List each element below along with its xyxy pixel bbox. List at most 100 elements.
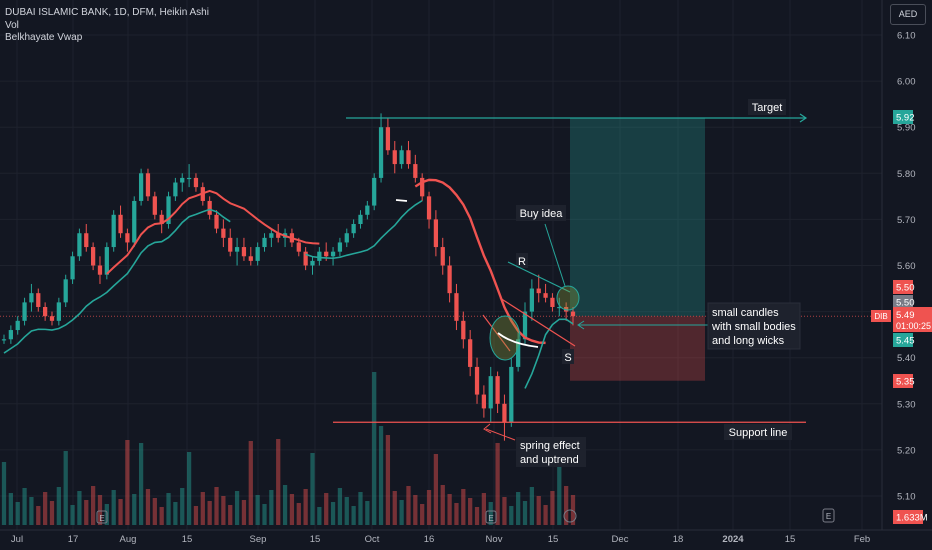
volume-bar [433, 454, 439, 525]
spring-label-line2: and uptrend [520, 454, 579, 466]
time-tick: Feb [854, 534, 870, 545]
candle-body [84, 233, 89, 248]
volume-bar [214, 487, 219, 525]
vwap-indicator-label[interactable]: Belkhayate Vwap [5, 32, 83, 43]
volume-bar [269, 490, 274, 525]
vwap-red [106, 189, 320, 275]
candle-body [49, 316, 55, 321]
volume-bar [570, 495, 576, 525]
small-candles-line2: with small bodies [711, 321, 796, 333]
volume-bar [461, 489, 466, 525]
candle-body [433, 219, 439, 248]
volume-indicator-label[interactable]: Vol [5, 19, 19, 31]
candle-body [207, 200, 212, 215]
candle-body [570, 311, 576, 317]
volume-bar [111, 490, 116, 525]
price-tag [893, 280, 913, 294]
volume-bar [207, 501, 212, 525]
volume-bar [365, 501, 370, 525]
volume-bar [36, 506, 41, 525]
volume-bar [372, 372, 377, 525]
candle-body [118, 214, 123, 234]
candle-body [502, 403, 507, 423]
volume-bar [420, 504, 425, 525]
time-tick: 2024 [722, 534, 744, 545]
position-zones [0, 117, 882, 381]
candle-body [70, 256, 75, 280]
spring-arrow [485, 428, 516, 441]
volume-bar [97, 495, 103, 525]
price-tick: 5.40 [897, 353, 916, 364]
candle-body [43, 306, 48, 317]
candle-body [454, 293, 459, 321]
volume-bar [296, 503, 301, 525]
candle-body [262, 237, 267, 248]
price-tag [893, 333, 913, 347]
last-price-tag [893, 307, 932, 332]
candle-body [557, 306, 562, 309]
volume-bar [255, 495, 260, 525]
event-marker [485, 510, 497, 524]
volume-bar [330, 502, 336, 525]
candle-body [97, 265, 103, 275]
volume-bar [159, 507, 164, 525]
candle-body [1, 339, 7, 341]
event-marker-letter: E [99, 514, 104, 523]
candle-body [509, 366, 514, 423]
target-label: Target [752, 102, 783, 114]
volume-bar [186, 452, 192, 525]
price-tick: 6.00 [897, 77, 916, 88]
price-tick: 5.10 [897, 492, 916, 503]
candle-body [29, 293, 34, 303]
price-tag-label: 5.45 [896, 336, 915, 347]
buy-circle [556, 285, 580, 311]
price-axis-bg [882, 0, 932, 530]
candle-body [152, 196, 157, 215]
volume-bar [77, 491, 82, 525]
white-curve [395, 199, 408, 202]
currency-button[interactable]: AED [890, 4, 926, 25]
volume-bar [145, 489, 151, 525]
volume-bar [276, 439, 281, 525]
small-candles-line1: small candles [712, 307, 779, 319]
volume-bar [324, 493, 329, 525]
price-tag [893, 510, 923, 524]
candle-body [392, 150, 397, 165]
candle-body [461, 320, 466, 340]
time-axis: Jul 17 Aug 15 Sep 15 Oct 16 Nov 15 Dec 18 2024 15 Feb [0, 529, 932, 550]
candle-body [324, 251, 329, 257]
time-axis-bg [0, 530, 932, 550]
r-label: R [518, 256, 526, 268]
event-marker-letter: E [826, 512, 831, 521]
candle-body [337, 242, 343, 252]
dividend-marker [563, 509, 577, 523]
volume-bar [502, 497, 507, 525]
candle-body [221, 228, 226, 238]
volume-bar [84, 500, 89, 525]
volume-bar [522, 501, 528, 525]
volume-bar [399, 500, 404, 525]
candle-body [564, 306, 569, 312]
candle-body [8, 330, 13, 340]
candle-body [159, 214, 164, 225]
small-candles-line3: and long wicks [712, 335, 785, 347]
candle-body [317, 251, 322, 261]
candle-body [385, 127, 391, 151]
vwap-lines [3, 178, 574, 389]
symbol-tag [871, 310, 891, 322]
price-tick: 5.70 [897, 215, 916, 226]
candle-body [420, 177, 425, 197]
time-tick: 17 [68, 534, 79, 545]
candle-body [399, 150, 404, 165]
price-tag [893, 110, 913, 124]
price-axis: 6.10 6.00 5.90 5.80 5.70 5.60 5.50 5.40 5.30 5.20… [871, 0, 932, 530]
candle-body [15, 320, 20, 331]
volume-bar [70, 505, 75, 525]
spring-label-box [516, 437, 586, 467]
candle-body [351, 224, 356, 234]
symbol-tag-label: DIB [874, 312, 887, 321]
small-candles-arrowhead [577, 320, 585, 330]
volume-bar [488, 502, 493, 525]
candle-body [180, 177, 185, 183]
